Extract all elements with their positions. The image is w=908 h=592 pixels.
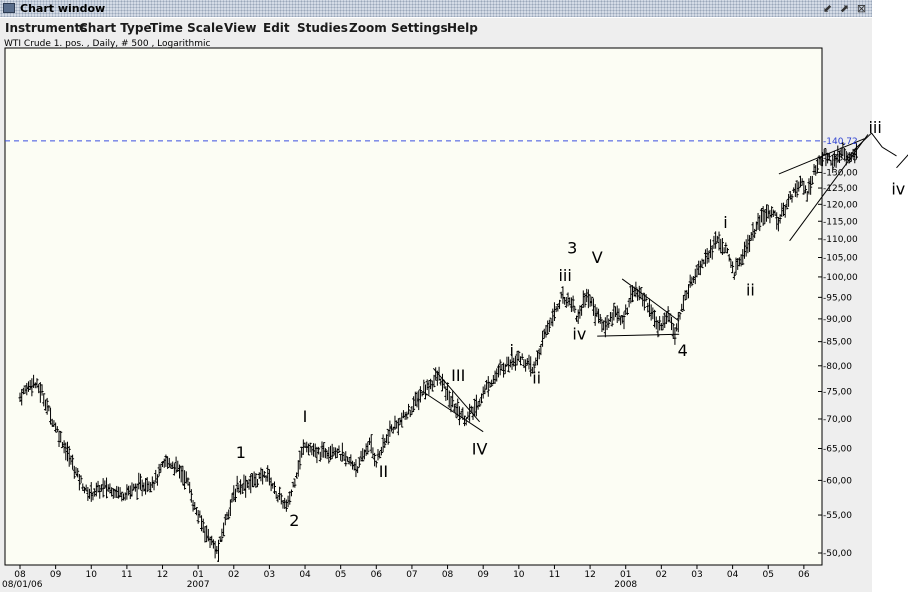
x-sub-label: 08/01/06 [2,580,43,590]
maximize-icon[interactable]: ⬈ [839,2,850,15]
wave-label: 1 [236,443,246,462]
wave-label: iii [558,266,571,285]
menu-zoom[interactable]: Zoom [349,21,387,35]
menu-time-scale[interactable]: Time Scale [150,21,224,35]
x-sub-label: 2008 [614,580,637,590]
close-icon[interactable]: ⊠ [856,2,867,15]
x-tick-label: 05 [335,570,346,580]
menu-help[interactable]: Help [447,21,478,35]
x-tick-label: 02 [228,570,239,580]
x-tick-label: 11 [121,570,132,580]
x-tick-label: 10 [513,570,525,580]
trendline [432,367,481,423]
wave-label: iv [572,324,586,343]
trendline [881,146,897,157]
y-tick-label: -135,00 [823,153,858,163]
y-tick-label: -80,00 [823,362,852,372]
wave-label: II [379,462,388,481]
wave-label: 2 [289,511,299,530]
title-bar: Chart window ⬋ ⬈ ⊠ [0,0,872,17]
window-title: Chart window [20,2,106,15]
wave-label: iii [868,118,881,137]
y-tick-label: -75,00 [823,388,852,398]
x-tick-label: 08 [14,570,26,580]
wave-label: I [303,407,308,426]
minimize-icon[interactable]: ⬋ [822,2,833,15]
y-tick-label: -50,00 [823,549,852,559]
menu-view[interactable]: View [224,21,257,35]
x-tick-label: 09 [50,570,62,580]
y-tick-label: -105,00 [823,253,858,263]
reference-line-label: -140,72 [823,137,858,147]
y-tick-label: -110,00 [823,235,858,245]
trendline [853,132,872,151]
y-tick-label: -125,00 [823,184,858,194]
plot-area [4,47,823,566]
menu-chart-type[interactable]: Chart Type [79,21,152,35]
y-tick-label: -65,00 [823,445,852,455]
x-tick-label: 10 [86,570,98,580]
y-axis: -50,00 -55,00 -60,00 -65,00 -70,00 -75,00 -80,… [5,137,858,559]
y-tick-label: -70,00 [823,415,852,425]
wave-label: i [509,341,513,360]
x-tick-label: 06 [371,570,383,580]
y-tick-label: -55,00 [823,511,852,521]
wave-label: IV [472,440,488,459]
menu-settings[interactable]: Settings [391,21,448,35]
y-tick-label: -115,00 [823,217,858,227]
y-tick-label: -90,00 [823,315,852,325]
menu-bar: Instruments Chart Type Time Scale View E… [0,18,872,37]
x-tick-label: 09 [477,570,489,580]
trendlines [422,132,908,433]
wave-labels: 12IIIIIIIViii3iiiViv4iiiiiiivv [236,118,905,530]
wave-label: 4 [678,341,688,360]
wave-label: ii [532,369,541,388]
menu-instruments[interactable]: Instruments [5,21,88,35]
x-tick-label: 12 [584,570,595,580]
trendline [597,333,680,337]
x-tick-label: 12 [157,570,168,580]
y-tick-label: -100,00 [823,273,858,283]
x-tick-label: 05 [763,570,774,580]
x-tick-label: 01 [620,570,631,580]
y-tick-label: -130,00 [823,168,858,178]
x-sub-label: 2007 [187,580,210,590]
x-tick-label: 07 [406,570,417,580]
y-tick-label: -95,00 [823,293,852,303]
trendline [778,138,865,175]
x-tick-label: 01 [192,570,203,580]
wave-label: ii [746,280,755,299]
wave-label: iv [891,179,905,198]
y-tick-label: -120,00 [823,200,858,210]
x-axis: 08 09 10 11 12 01 02 03 04 05 06 07 08 09 10 11 12 01 02 03… [2,565,810,590]
x-tick-label: 03 [691,570,702,580]
window-icon [3,3,15,13]
x-tick-label: 11 [549,570,560,580]
wave-label: V [592,248,603,267]
x-tick-label: 02 [656,570,667,580]
trendline [789,134,869,242]
y-tick-label: -60,00 [823,476,852,486]
x-tick-label: 04 [727,570,739,580]
chart-header: WTI Crude 1. pos. , Daily, # 500 , Logar… [4,39,210,49]
wave-label: III [451,366,465,385]
y-tick-label: -85,00 [823,338,852,348]
price-bars [18,142,858,562]
x-tick-label: 03 [264,570,275,580]
trendline [422,391,484,433]
x-tick-label: 06 [798,570,810,580]
trendline [871,132,883,148]
wave-label: 3 [567,239,577,258]
menu-edit[interactable]: Edit [263,21,290,35]
x-tick-label: 04 [299,570,311,580]
menu-studies[interactable]: Studies [297,21,348,35]
wave-label: i [723,213,727,232]
trendline [621,278,680,322]
x-tick-label: 08 [442,570,454,580]
trendline [896,154,908,169]
